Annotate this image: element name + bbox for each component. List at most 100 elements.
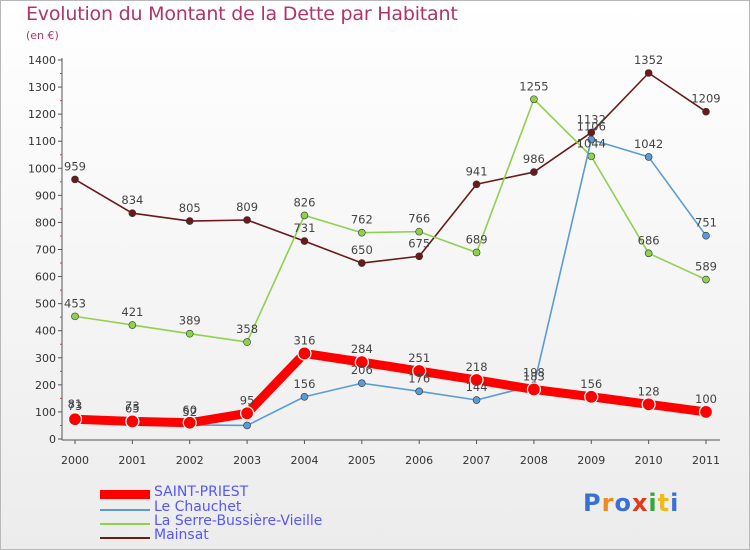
data-point (530, 168, 538, 176)
data-point (297, 346, 312, 361)
y-tick-label: 1200 (28, 108, 56, 121)
data-label: 81 (68, 397, 83, 411)
data-label: 421 (121, 305, 143, 319)
data-point (358, 259, 366, 267)
legend-swatch (100, 537, 150, 539)
data-label: 176 (408, 371, 430, 385)
data-point (702, 107, 710, 116)
data-label: 762 (351, 213, 373, 227)
y-tick-label: 800 (35, 216, 56, 229)
data-label: 389 (179, 314, 201, 328)
data-label: 675 (408, 236, 430, 250)
data-point (243, 338, 251, 346)
y-tick-label: 1100 (28, 135, 56, 148)
x-tick-label: 2000 (61, 454, 89, 467)
data-label: 183 (523, 369, 545, 383)
data-label: 1044 (577, 136, 606, 150)
y-tick-label: 300 (35, 352, 56, 365)
data-label: 959 (64, 159, 86, 173)
data-label: 1132 (577, 113, 606, 127)
data-label: 198 (523, 365, 545, 379)
data-point (584, 389, 599, 404)
x-tick-label: 2009 (577, 454, 605, 467)
x-tick-label: 2007 (463, 454, 491, 467)
data-label: 689 (466, 232, 488, 246)
chart-title: Evolution du Montant de la Dette par Hab… (26, 3, 458, 25)
data-point (300, 392, 309, 401)
data-point (644, 153, 653, 161)
data-label: 1106 (577, 120, 606, 134)
data-point (358, 228, 366, 237)
y-tick-label: 100 (35, 406, 56, 419)
data-label: 284 (351, 342, 373, 356)
series-line-mainsat (74, 72, 707, 264)
data-point (71, 312, 79, 321)
data-point (125, 414, 140, 429)
data-point (472, 396, 481, 404)
series-line-la-serre-bussi-re-vieille (74, 98, 707, 343)
data-point (128, 209, 137, 218)
data-point (644, 249, 653, 258)
data-point (185, 329, 194, 338)
data-label: 156 (580, 377, 602, 391)
x-tick-label: 2004 (290, 454, 318, 467)
data-label: 1042 (634, 137, 663, 151)
data-point (702, 231, 710, 240)
legend-swatch (100, 523, 150, 525)
data-point (67, 412, 83, 427)
data-point (239, 406, 255, 421)
y-tick-label: 400 (35, 325, 56, 338)
series-line-le-chauchet (74, 138, 707, 427)
data-point (530, 95, 538, 104)
x-tick-label: 2003 (233, 454, 261, 467)
x-tick-label: 2011 (692, 454, 720, 467)
data-point (354, 355, 369, 370)
logo-letter: P (583, 489, 602, 517)
data-label: 316 (293, 333, 315, 347)
logo-letter: o (614, 489, 632, 517)
legend-label: Le Chauchet (154, 499, 242, 515)
logo-letter: i (648, 489, 658, 517)
legend-swatch (100, 490, 150, 499)
data-label: 52 (182, 405, 197, 419)
data-label: 1352 (634, 53, 663, 67)
data-point (526, 382, 542, 397)
y-tick-label: 1300 (28, 81, 56, 94)
x-tick-label: 2002 (176, 454, 204, 467)
x-tick-label: 2008 (520, 454, 548, 467)
y-tick-label: 700 (35, 244, 56, 257)
data-label: 60 (182, 403, 197, 417)
chart-unit-subtitle: (en €) (26, 29, 59, 42)
y-tick-label: 900 (35, 189, 56, 202)
data-label: 805 (179, 201, 201, 215)
y-tick-label: 1000 (28, 162, 56, 175)
legend-swatch (100, 509, 150, 511)
data-label: 766 (408, 212, 430, 226)
y-tick-label: 600 (35, 271, 56, 284)
data-point (415, 387, 423, 396)
y-tick-label: 0 (49, 433, 56, 446)
y-tick-label: 500 (35, 298, 56, 311)
data-label: 156 (293, 377, 315, 391)
data-point (415, 227, 423, 236)
y-tick-label: 200 (35, 379, 56, 392)
data-point (587, 152, 596, 161)
data-label: 826 (293, 195, 315, 209)
data-point (472, 248, 481, 257)
logo-letter: t (657, 489, 671, 517)
series-line-saint-priest (70, 348, 711, 428)
data-point (698, 404, 714, 420)
data-point (300, 237, 309, 245)
data-label: 95 (240, 393, 255, 407)
data-label: 650 (351, 243, 373, 257)
data-point (182, 415, 197, 430)
data-label: 731 (293, 221, 315, 235)
y-tick-label: 1400 (28, 54, 56, 67)
data-point (243, 421, 251, 430)
data-label: 358 (236, 322, 258, 336)
data-label: 453 (64, 296, 86, 310)
data-label: 65 (125, 401, 140, 415)
data-point (412, 363, 427, 379)
